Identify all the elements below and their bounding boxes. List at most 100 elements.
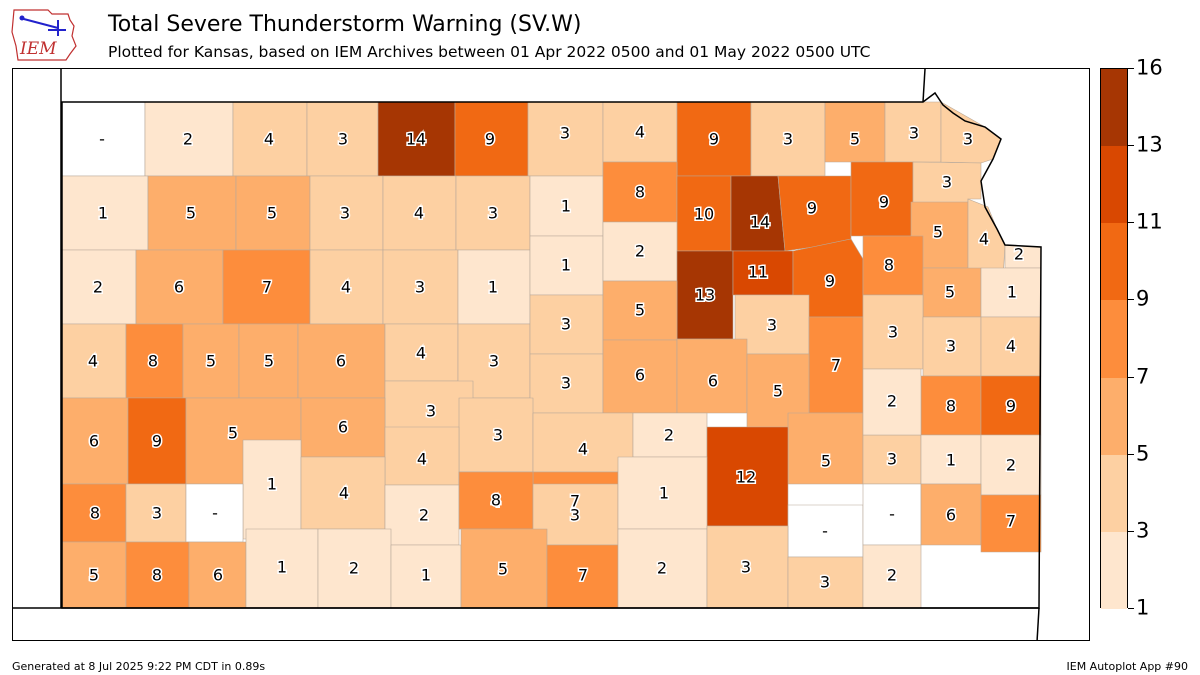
colorbar-tick-label: 9 xyxy=(1136,286,1150,311)
county-value-label: 1 xyxy=(488,278,498,297)
county-value-label: 8 xyxy=(90,504,100,523)
county-value-label: 1 xyxy=(659,484,669,503)
county-value-label: 9 xyxy=(709,130,719,149)
county-polygon xyxy=(980,494,1042,553)
county-value-label: 3 xyxy=(887,450,897,469)
county-value-label: 4 xyxy=(264,130,274,149)
county-value-label: 3 xyxy=(767,316,777,335)
kansas-state-outline xyxy=(61,91,1042,609)
colorbar-tick-label: 16 xyxy=(1136,55,1163,80)
county-value-label: 5 xyxy=(186,204,196,223)
county-value-label: 5 xyxy=(945,283,955,302)
county-value-label: 7 xyxy=(831,356,841,375)
colorbar-segment xyxy=(1101,223,1127,301)
svg-text:IEM: IEM xyxy=(19,39,57,59)
colorbar-tick-label: 3 xyxy=(1136,518,1150,543)
county-value-label: 7 xyxy=(578,566,588,585)
colorbar-tick-label: 11 xyxy=(1136,209,1163,234)
county-value-label: 3 xyxy=(741,558,751,577)
county-value-label: 3 xyxy=(561,374,571,393)
colorbar-tick-label: 13 xyxy=(1136,132,1163,157)
county-value-label: 3 xyxy=(783,130,793,149)
colorbar-tick-label: 7 xyxy=(1136,364,1150,389)
county-value-label: 3 xyxy=(493,426,503,445)
colorbar-tick xyxy=(1128,530,1134,532)
county-value-label: 4 xyxy=(491,492,501,511)
colorbar-segment xyxy=(1101,454,1127,532)
colorbar-tick xyxy=(1128,222,1134,224)
county-value-label: 7 xyxy=(262,278,272,297)
county-value-label: 4 xyxy=(578,440,588,459)
county-value-label: 6 xyxy=(946,506,956,525)
county-value-label: 9 xyxy=(807,199,817,218)
county-value-label: 2 xyxy=(1014,245,1024,264)
colorbar-tick xyxy=(1128,145,1134,147)
county-value-label: 2 xyxy=(887,392,897,411)
county-value-label: 3 xyxy=(338,130,348,149)
county-value-label: 3 xyxy=(963,130,973,149)
county-value-label: 2 xyxy=(419,506,429,525)
county-value-label: 4 xyxy=(416,344,426,363)
county-value-label: 3 xyxy=(570,506,580,525)
counties-layer xyxy=(61,101,1042,609)
county-value-label: 1 xyxy=(561,197,571,216)
county-value-label: 5 xyxy=(850,130,860,149)
county-value-label: 14 xyxy=(750,213,770,232)
county-value-label: 1 xyxy=(98,204,108,223)
colorbar-segment xyxy=(1101,69,1127,147)
county-value-label: 6 xyxy=(336,352,346,371)
county-value-label: 13 xyxy=(695,286,715,305)
county-value-label: 2 xyxy=(657,559,667,578)
county-value-label: 8 xyxy=(152,566,162,585)
county-value-label: 2 xyxy=(887,566,897,585)
county-value-label: 5 xyxy=(635,301,645,320)
county-value-label: 2 xyxy=(349,559,359,578)
county-value-label: 4 xyxy=(635,123,645,142)
county-value-label: 9 xyxy=(485,130,495,149)
county-value-label: 3 xyxy=(560,124,570,143)
colorbar-tick xyxy=(1128,376,1134,378)
county-value-label: 1 xyxy=(561,256,571,275)
county-value-label: 4 xyxy=(414,204,424,223)
county-value-label: 5 xyxy=(267,204,277,223)
colorbar-segment xyxy=(1101,377,1127,455)
county-value-label: 3 xyxy=(888,323,898,342)
county-value-label: 12 xyxy=(736,468,756,487)
county-value-label: 2 xyxy=(1006,456,1016,475)
county-value-label: 2 xyxy=(635,242,645,261)
county-value-label: - xyxy=(99,130,105,149)
county-value-label: 3 xyxy=(946,337,956,356)
neighbor-border-missouri xyxy=(1036,607,1040,640)
county-value-label: 3 xyxy=(426,402,436,421)
county-value-label: - xyxy=(889,505,895,524)
colorbar-segment xyxy=(1101,146,1127,224)
generated-timestamp: Generated at 8 Jul 2025 9:22 PM CDT in 0… xyxy=(12,660,266,673)
colorbar xyxy=(1100,68,1128,609)
county-value-label: 4 xyxy=(339,484,349,503)
county-value-label: 4 xyxy=(1006,337,1016,356)
county-value-label: - xyxy=(822,522,828,541)
county-value-label: 11 xyxy=(748,263,768,282)
county-value-label: 1 xyxy=(421,566,431,585)
colorbar-segment xyxy=(1101,531,1127,609)
county-value-label: 3 xyxy=(152,504,162,523)
county-value-label: 9 xyxy=(825,272,835,291)
county-value-label: 6 xyxy=(174,278,184,297)
colorbar-tick-label: 1 xyxy=(1136,595,1150,620)
county-value-label: 5 xyxy=(773,382,783,401)
colorbar-tick-label: 5 xyxy=(1136,441,1150,466)
county-value-label: 9 xyxy=(1006,397,1016,416)
map-title: Total Severe Thunderstorm Warning (SV.W) xyxy=(108,12,582,37)
county-value-label: 3 xyxy=(820,573,830,592)
county-value-label: 2 xyxy=(183,130,193,149)
county-value-label: 1 xyxy=(277,558,287,577)
county-value-label: 10 xyxy=(694,205,714,224)
county-value-label: 3 xyxy=(942,173,952,192)
neighbor-border-nebraska xyxy=(922,69,926,103)
colorbar-tick xyxy=(1128,299,1134,301)
county-value-label: 8 xyxy=(884,256,894,275)
county-value-label: 4 xyxy=(417,450,427,469)
colorbar-tick xyxy=(1128,68,1134,69)
